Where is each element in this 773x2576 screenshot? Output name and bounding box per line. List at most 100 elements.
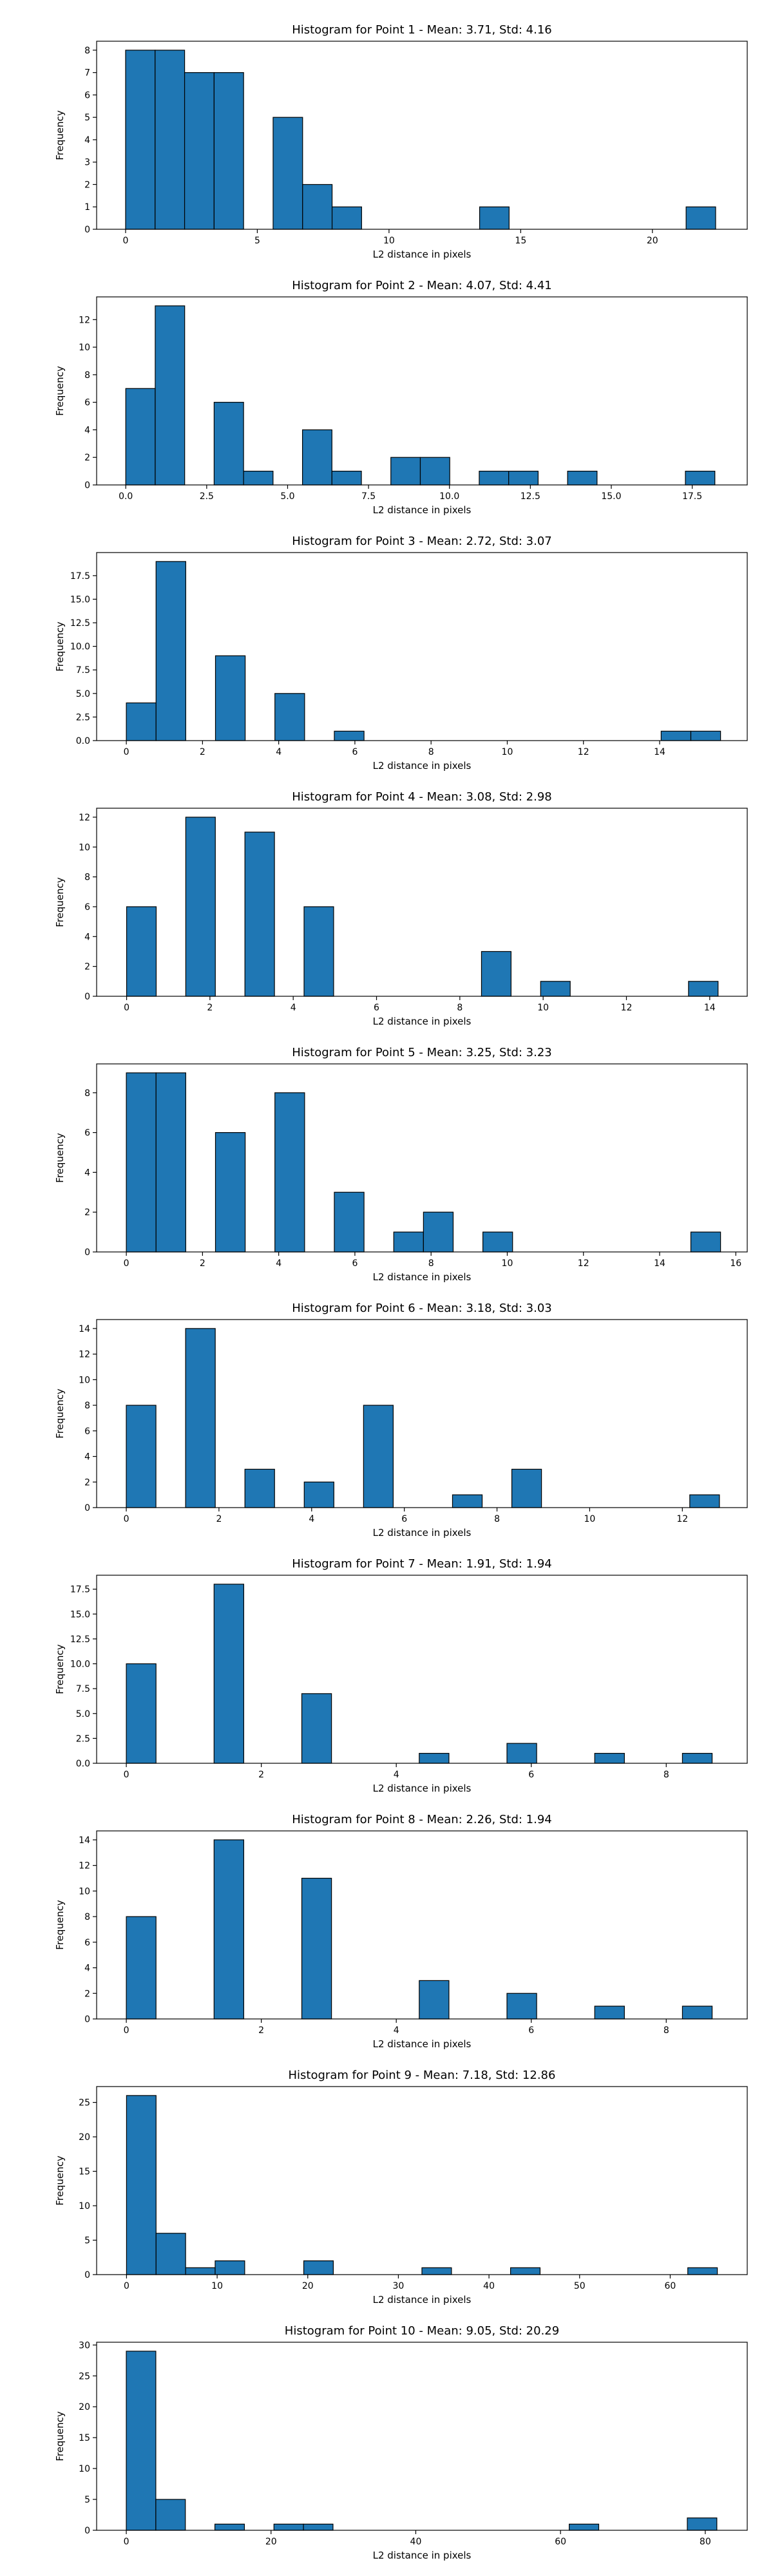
histogram-bar xyxy=(185,1328,216,1508)
histogram-bar xyxy=(685,206,716,230)
x-tick-label: 10 xyxy=(211,2281,223,2291)
histogram-bar xyxy=(419,1752,450,1764)
y-tick-label: 0 xyxy=(84,2014,90,2025)
y-tick-label: 15 xyxy=(79,2433,90,2443)
x-tick-label: 6 xyxy=(352,1258,358,1269)
histogram-bar xyxy=(155,2233,186,2275)
x-axis-label: L2 distance in pixels xyxy=(373,760,472,772)
y-tick-label: 2.5 xyxy=(76,712,90,723)
y-tick-label: 2 xyxy=(84,453,90,463)
histogram-bar xyxy=(185,2267,216,2275)
histogram-bar xyxy=(126,1663,157,1764)
x-tick-label: 2 xyxy=(200,747,205,757)
y-tick-label: 2 xyxy=(84,1208,90,1218)
x-tick-label: 10 xyxy=(537,1003,549,1013)
histogram-bar xyxy=(567,471,598,486)
y-axis-label: Frequency xyxy=(54,1133,66,1183)
x-tick-label: 0 xyxy=(124,1003,129,1013)
x-tick-label: 8 xyxy=(494,1514,500,1524)
y-tick-label: 10 xyxy=(79,2464,90,2474)
histogram-bar xyxy=(682,2005,713,2020)
y-tick-label: 4 xyxy=(84,1964,90,1974)
x-tick-label: 2 xyxy=(207,1003,213,1013)
y-tick-label: 8 xyxy=(84,873,90,883)
y-tick-label: 0 xyxy=(84,2526,90,2536)
histogram-bar xyxy=(334,730,365,741)
chart-title: Histogram for Point 3 - Mean: 2.72, Std:… xyxy=(292,535,552,548)
x-tick-label: 4 xyxy=(276,747,282,757)
x-tick-label: 6 xyxy=(401,1514,407,1524)
x-tick-label: 2 xyxy=(216,1514,222,1524)
x-axis-label: L2 distance in pixels xyxy=(373,249,472,260)
histogram-bar xyxy=(126,2095,157,2275)
x-axis-label: L2 distance in pixels xyxy=(373,1783,472,1794)
y-tick-label: 15 xyxy=(79,2167,90,2177)
y-tick-label: 6 xyxy=(84,1128,90,1139)
histogram-bar xyxy=(213,1839,244,2020)
histogram-bar xyxy=(215,2260,245,2275)
histogram-bar xyxy=(215,1132,246,1253)
x-tick-label: 80 xyxy=(700,2537,711,2547)
axes-frame xyxy=(96,1830,748,2020)
x-tick-label: 2 xyxy=(258,1770,264,1780)
x-tick-label: 5 xyxy=(254,236,260,246)
histogram-bar xyxy=(685,471,716,486)
y-tick-label: 25 xyxy=(79,2371,90,2382)
axes-frame xyxy=(96,41,748,230)
y-tick-label: 2 xyxy=(84,962,90,972)
histogram-panel-9: 0 10 20 30 40 50 60 0 5 10 15 20 25 Histogram for Poi… xyxy=(54,2069,748,2306)
histogram-panel-10: 0 20 40 60 80 0 5 10 15 20 25 30 Histogram for Point… xyxy=(54,2324,748,2561)
histogram-bar xyxy=(274,693,305,741)
x-tick-label: 10 xyxy=(502,1258,513,1269)
histogram-bar xyxy=(126,1916,157,2020)
axes-frame xyxy=(96,552,748,741)
histogram-bar xyxy=(508,471,539,486)
histogram-bar xyxy=(302,184,333,230)
histogram-bar xyxy=(419,1980,450,2020)
x-tick-label: 8 xyxy=(663,1770,669,1780)
x-tick-label: 5.0 xyxy=(280,491,294,502)
x-tick-label: 60 xyxy=(555,2537,566,2547)
y-tick-label: 4 xyxy=(84,1168,90,1178)
histogram-bar xyxy=(301,1877,332,2020)
histogram-bar xyxy=(125,388,156,486)
y-tick-label: 7.5 xyxy=(76,665,90,676)
histogram-bar xyxy=(569,2523,600,2531)
x-tick-label: 2 xyxy=(258,2025,264,2036)
histogram-bar xyxy=(155,305,186,486)
x-axis-label: L2 distance in pixels xyxy=(373,2294,472,2306)
x-tick-label: 6 xyxy=(352,747,358,757)
histogram-panel-2: 0.0 2.5 5.0 7.5 10.0 12.5 15.0 17.5 0 2 4 6 8 10 12 His… xyxy=(54,279,748,516)
histogram-bar xyxy=(213,72,244,230)
histogram-bar xyxy=(185,817,216,997)
y-tick-label: 10 xyxy=(79,842,90,853)
y-tick-label: 10 xyxy=(79,1375,90,1385)
y-tick-label: 30 xyxy=(79,2340,90,2351)
y-axis-label: Frequency xyxy=(54,1644,66,1694)
x-tick-label: 14 xyxy=(654,747,665,757)
y-tick-label: 20 xyxy=(79,2132,90,2143)
histogram-bar xyxy=(272,117,303,230)
x-tick-label: 4 xyxy=(394,1770,399,1780)
histogram-bar xyxy=(244,1468,275,1508)
y-tick-label: 0 xyxy=(84,225,90,235)
x-tick-label: 10 xyxy=(383,236,395,246)
y-tick-label: 14 xyxy=(79,1324,90,1334)
x-tick-label: 0 xyxy=(124,1770,129,1780)
x-tick-label: 20 xyxy=(302,2281,314,2291)
histogram-bar xyxy=(155,50,186,230)
x-tick-label: 60 xyxy=(665,2281,676,2291)
chart-title: Histogram for Point 6 - Mean: 3.18, Std:… xyxy=(292,1302,552,1315)
x-tick-label: 10.0 xyxy=(439,491,459,502)
y-tick-label: 5 xyxy=(84,113,90,123)
chart-title: Histogram for Point 10 - Mean: 9.05, Std… xyxy=(285,2324,559,2338)
x-tick-label: 8 xyxy=(663,2025,669,2036)
histogram-bar xyxy=(452,1494,483,1508)
histogram-bar xyxy=(215,655,246,741)
y-tick-label: 0 xyxy=(84,2270,90,2280)
y-tick-label: 3 xyxy=(84,158,90,168)
histogram-bar xyxy=(363,1405,394,1508)
y-axis-label: Frequency xyxy=(54,621,66,672)
x-tick-label: 16 xyxy=(730,1258,741,1269)
